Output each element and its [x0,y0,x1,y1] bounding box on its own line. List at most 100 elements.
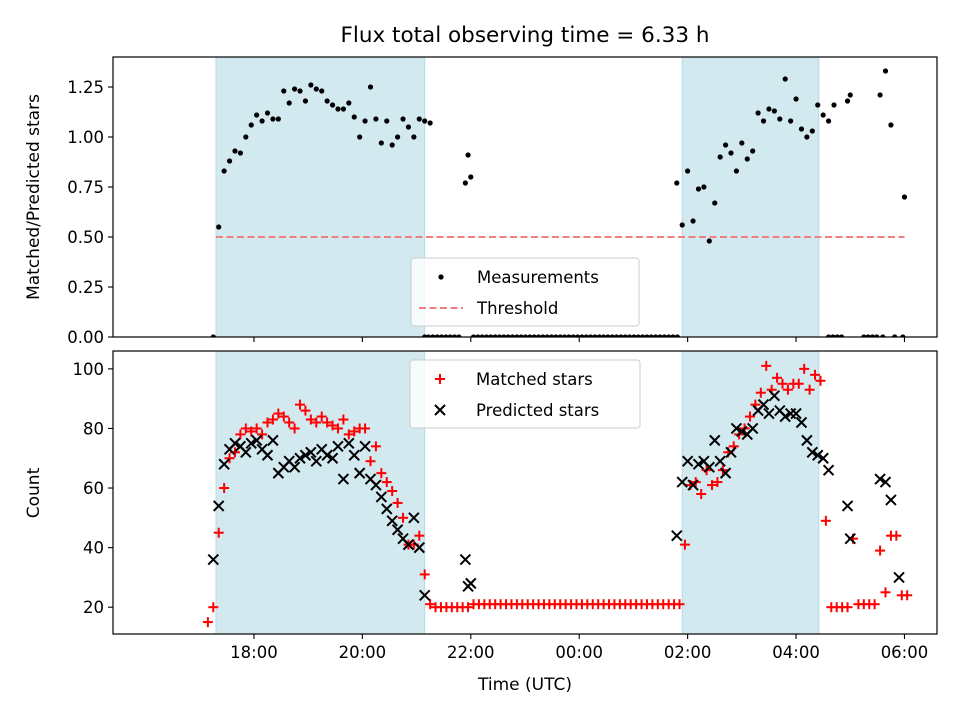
predicted-star-marker [310,455,322,467]
measurement-point [319,88,325,94]
matched-star-marker [343,429,354,440]
measurement-point [329,102,336,108]
measurement-point [465,152,471,158]
y-tick-label: 0.50 [67,228,104,247]
predicted-star-marker [763,407,775,420]
measurement-point-zero [488,334,494,337]
y-tick-label: 0.00 [67,328,104,347]
predicted-star-marker [337,473,350,485]
measurement-point-zero [451,334,458,337]
measurement-point-zero [566,334,572,337]
measurement-point [733,168,740,174]
measurement-point-zero [443,334,449,337]
measurement-point [831,102,837,108]
measurement-point [788,118,794,124]
measurement-point [308,82,314,88]
matched-star-marker [707,480,718,491]
predicted-star-marker [213,500,225,512]
measurement-point-zero [438,334,445,337]
predicted-star-marker [703,461,716,473]
matched-star-marker [365,456,376,467]
measurement-point-zero [579,334,585,337]
measurement-point [405,124,412,130]
measurement-point [221,168,227,174]
predicted-star-marker [261,449,274,461]
x-tick-label: 02:00 [664,643,712,662]
measurement-point-zero [605,334,611,337]
measurement-point [888,122,894,128]
matched-star-marker [322,417,333,428]
measurement-point [901,194,908,200]
y-tick-label: 0.25 [67,278,104,297]
measurement-point-zero [540,334,546,337]
predicted-star-marker [419,589,431,601]
measurement-point-zero [892,334,898,337]
matched-star-marker [463,602,474,613]
measurement-point [259,118,265,124]
measurement-point-zero [434,334,440,337]
measurement-point-zero [592,334,598,337]
measurement-point [297,88,303,94]
observing-window-1 [215,351,426,634]
legend-predicted-marker [434,404,446,416]
predicted-star-marker [326,452,339,464]
predicted-star-marker [299,449,312,461]
matched-star-marker [777,378,788,389]
matched-star-marker [425,599,436,610]
predicted-star-marker [288,461,301,473]
measurement-point [750,148,756,154]
measurement-point [324,98,330,104]
measurement-point [712,200,718,206]
bottom-ylabel: Count [24,467,44,518]
measurement-point [254,112,260,118]
matched-star-marker [235,429,246,440]
observing-window-2 [681,57,820,337]
predicted-star-marker [795,416,808,429]
measurement-point-zero [583,334,589,337]
matched-star-marker [414,530,425,541]
y-tick-label: 0.75 [67,178,104,197]
measurement-point [690,218,696,224]
measurement-point-zero [622,334,628,337]
matched-star-marker [880,587,891,598]
matched-star-marker [332,423,343,434]
measurement-point-zero [430,334,436,337]
measurement-point [416,116,422,122]
measurement-point [755,110,761,116]
measurement-point-zero [492,334,498,337]
measurement-point-zero [544,334,550,337]
measurement-point [237,150,243,156]
measurement-point-zero [670,334,676,337]
measurement-point [275,116,281,122]
measurement-point-zero [631,334,637,337]
measurement-point [302,98,309,104]
legend-label: Measurements [477,268,599,287]
measurement-point [351,114,357,120]
measurement-point-zero [640,334,646,337]
measurement-point [728,150,734,156]
measurement-point-zero [834,334,840,337]
matched-star-marker [869,599,880,610]
measurement-point [422,118,428,124]
measurement-point [695,186,702,192]
measurement-point [389,142,395,148]
matched-star-marker [219,483,230,494]
axes-frame [112,56,938,338]
measurement-point [427,120,433,126]
measurement-point [815,102,821,108]
measurement-point [248,122,254,128]
measurement-point [286,100,292,106]
predicted-star-marker [359,440,371,453]
predicted-star-marker [676,476,688,488]
measurement-point [264,110,271,116]
matched-star-marker [257,429,268,440]
measurement-point-zero [601,334,607,337]
measurement-point [847,92,853,98]
predicted-star-marker [267,434,279,447]
measurement-point-zero [574,334,581,337]
measurement-point-zero [447,334,453,337]
measurement-point [825,118,832,124]
matched-star-marker [305,414,316,425]
measurement-point-zero [535,334,542,337]
